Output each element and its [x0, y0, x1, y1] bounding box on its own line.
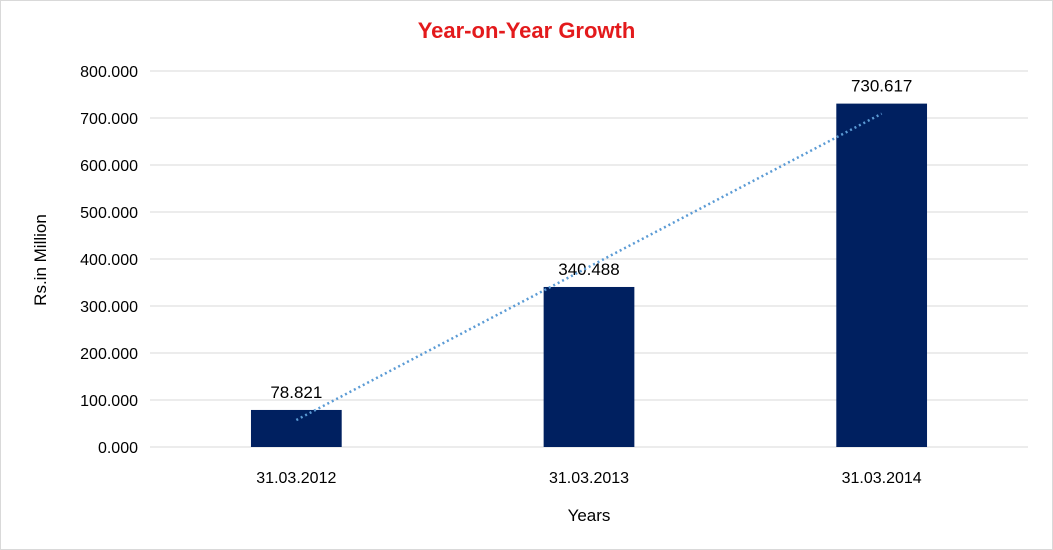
data-labels: 78.821 340.488 730.617 [270, 77, 912, 402]
trendline-group [295, 112, 883, 422]
x-tick-label: 31.03.2014 [842, 470, 922, 487]
bar [836, 103, 928, 447]
y-tick-label: 200.000 [80, 346, 138, 363]
y-tick-label: 300.000 [80, 299, 138, 316]
trendline [295, 112, 883, 422]
chart-title: Year-on-Year Growth [417, 18, 636, 43]
data-label: 340.488 [558, 260, 619, 279]
x-tick-label: 31.03.2012 [256, 470, 336, 487]
y-tick-label: 800.000 [80, 64, 138, 81]
data-label: 730.617 [851, 77, 912, 96]
bars [250, 103, 928, 447]
y-tick-label: 700.000 [80, 111, 138, 128]
y-tick-label: 100.000 [80, 393, 138, 410]
x-axis-title: Years [568, 506, 611, 525]
y-axis-title: Rs.in Million [31, 214, 50, 306]
data-label: 78.821 [270, 383, 322, 402]
y-tick-label: 600.000 [80, 158, 138, 175]
bar [543, 286, 635, 447]
x-tick-label: 31.03.2013 [549, 470, 629, 487]
y-tick-label: 400.000 [80, 252, 138, 269]
x-axis-ticks: 31.03.2012 31.03.2013 31.03.2014 [256, 470, 922, 487]
y-tick-label: 0.000 [98, 440, 138, 457]
y-axis-ticks: 0.000 100.000 200.000 300.000 400.000 500.000… [80, 64, 138, 457]
bar [250, 409, 342, 447]
y-tick-label: 500.000 [80, 205, 138, 222]
